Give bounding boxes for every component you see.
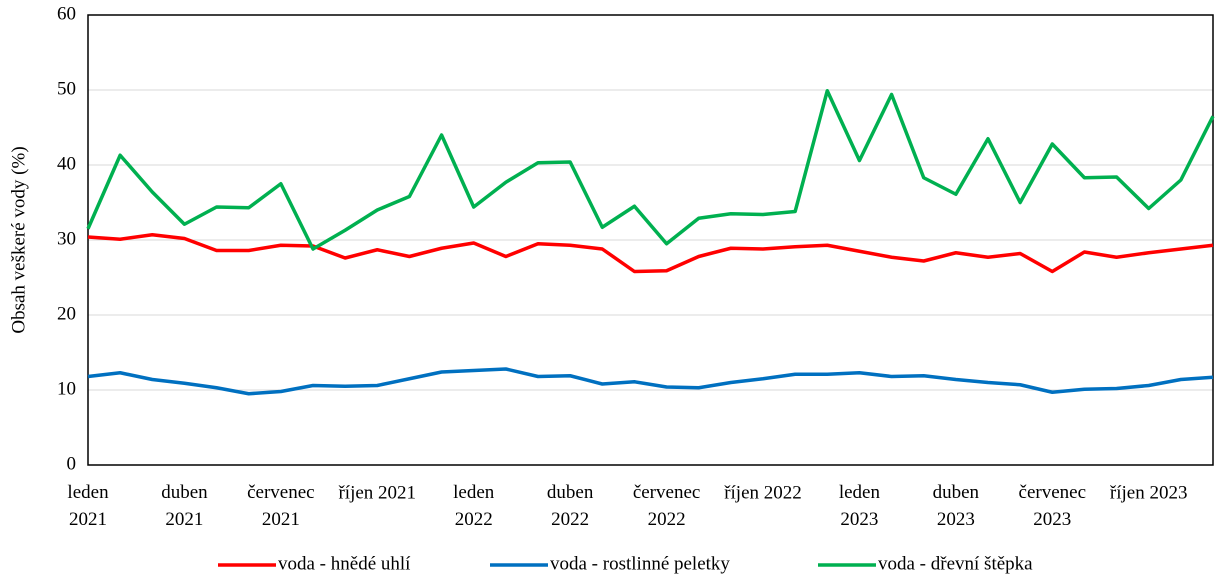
x-tick-label: říjen 2022 (724, 482, 802, 503)
series-line (87, 233, 1214, 274)
y-tick-label: 20 (57, 303, 76, 324)
x-tick-label-line: leden (839, 482, 881, 503)
legend-label: voda - dřevní štěpka (878, 553, 1033, 574)
x-tick-label: říjen 2023 (1110, 482, 1188, 503)
x-tick-label: leden 2022 (453, 482, 495, 530)
x-tick-label-line: 2021 (262, 509, 300, 530)
y-tick-label: 30 (57, 228, 76, 249)
x-tick-label: duben 2023 (933, 482, 980, 530)
x-tick-label-line: 2023 (937, 509, 975, 530)
x-tick-label-line: červenec (1019, 482, 1087, 503)
x-tick-label-line: 2021 (165, 509, 203, 530)
x-tick-label-line: červenec (247, 482, 315, 503)
x-tick-label-line: duben (933, 482, 980, 503)
x-tick-label-line: 2021 (69, 509, 107, 530)
y-tick-label: 10 (57, 378, 76, 399)
x-tick-label: červenec 2023 (1019, 482, 1087, 530)
plot-frame (87, 14, 1214, 466)
series-line (86, 89, 1215, 251)
x-tick-label: červenec 2021 (247, 482, 315, 530)
x-tick-label-line: červenec (633, 482, 701, 503)
y-tick-label: 50 (57, 78, 76, 99)
legend-label: voda - rostlinné peletky (550, 553, 730, 574)
x-tick-label-line: 2022 (551, 509, 589, 530)
x-tick-label-line: 2022 (455, 509, 493, 530)
x-tick-label-line: 2023 (1033, 509, 1071, 530)
x-tick-label-line: 2022 (648, 509, 686, 530)
x-tick-label: říjen 2021 (338, 482, 416, 503)
series-line (87, 367, 1214, 396)
y-axis-label: Obsah veškeré vody (%) (8, 146, 29, 333)
y-tick-label: 60 (57, 3, 76, 24)
x-tick-label-line: 2023 (840, 509, 878, 530)
x-tick-label-line: leden (67, 482, 109, 503)
y-tick-label: 0 (67, 453, 77, 474)
x-tick-label-line: leden (453, 482, 495, 503)
x-tick-label: duben 2021 (161, 482, 208, 530)
x-tick-label-line: duben (547, 482, 594, 503)
x-tick-label: leden 2021 (67, 482, 109, 530)
x-tick-label: duben 2022 (547, 482, 594, 530)
x-tick-label: leden 2023 (839, 482, 881, 530)
y-tick-label: 40 (57, 153, 76, 174)
legend-label: voda - hnědé uhlí (278, 553, 411, 574)
x-tick-label-line: duben (161, 482, 208, 503)
x-tick-label: červenec 2022 (633, 482, 701, 530)
